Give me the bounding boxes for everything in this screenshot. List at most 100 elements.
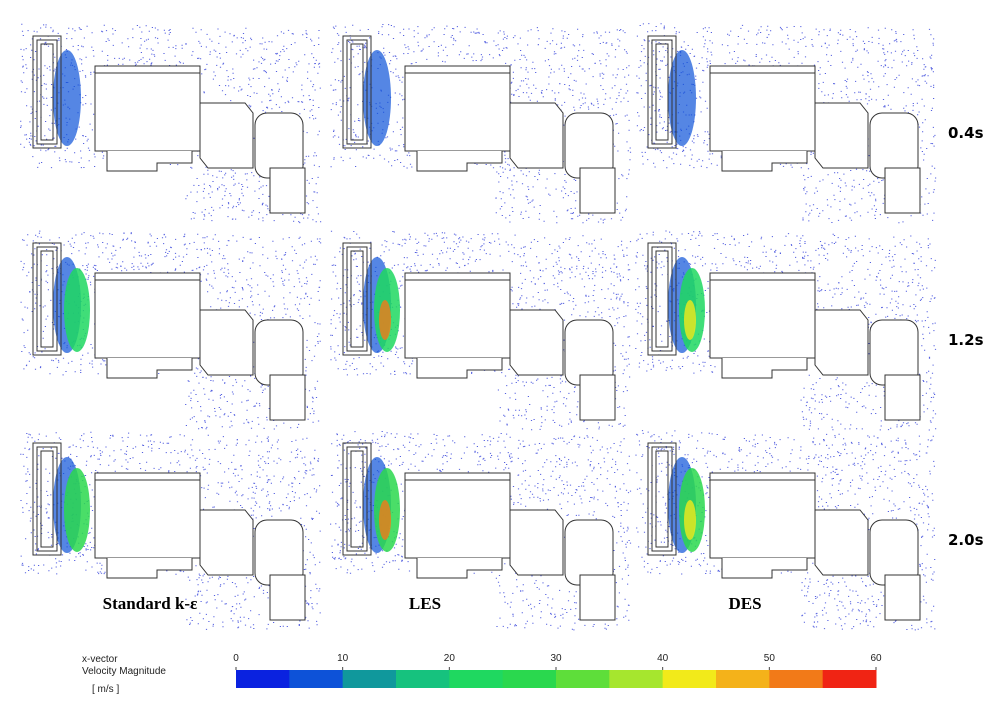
radiator: [651, 246, 673, 352]
colorbar-segment: [396, 670, 450, 688]
engine-block: [709, 65, 816, 152]
colorbar-segment: [609, 670, 664, 688]
jet-core: [379, 500, 391, 540]
oil-pan: [416, 151, 503, 172]
flow-panel: [20, 23, 322, 224]
jet-core: [684, 500, 696, 540]
radiator: [32, 35, 62, 149]
radiator: [350, 250, 364, 348]
engine-block: [94, 65, 201, 152]
fan-flow: [668, 50, 696, 146]
gearbox: [579, 374, 616, 421]
radiator: [655, 250, 669, 348]
colorbar-segment: [769, 670, 824, 688]
jet-flow: [64, 468, 90, 552]
colorbar-tick-label: 10: [337, 653, 349, 664]
colorbar-tick-label: 50: [764, 653, 776, 664]
radiator: [40, 43, 54, 141]
radiator: [342, 442, 372, 556]
radiator: [36, 446, 58, 552]
legend-title: x-vector: [82, 654, 118, 665]
transmission: [814, 309, 869, 376]
column-label: LES: [409, 594, 441, 613]
colorbar-tick-label: 40: [657, 653, 669, 664]
radiator: [651, 39, 673, 145]
engine-block: [709, 472, 816, 559]
flow-panel: [635, 430, 936, 631]
radiator: [350, 43, 364, 141]
colorbar-segment: [236, 670, 290, 688]
radiator: [342, 242, 372, 356]
oil-pan: [106, 358, 193, 379]
oil-pan: [106, 151, 193, 172]
radiator: [40, 450, 54, 548]
legend-unit: [ m/s ]: [92, 684, 119, 695]
colorbar-segment: [822, 670, 877, 688]
radiator: [32, 442, 62, 556]
colorbar-segment: [662, 670, 717, 688]
radiator: [647, 442, 677, 556]
colorbar-segment: [716, 670, 770, 688]
flow-panel: [635, 230, 937, 431]
colorbar-segment: [449, 670, 504, 688]
oil-pan: [416, 358, 503, 379]
row-label: 2.0s: [948, 531, 984, 549]
engine-block: [94, 272, 201, 359]
jet-flow: [64, 268, 90, 352]
gearbox: [579, 167, 616, 214]
radiator: [346, 246, 368, 352]
gearbox: [269, 167, 306, 214]
radiator: [346, 39, 368, 145]
radiator: [32, 242, 62, 356]
oil-pan: [106, 558, 193, 579]
flow-panel: [330, 230, 632, 431]
fan-flow: [363, 50, 391, 146]
transmission: [814, 509, 869, 576]
radiator: [40, 250, 54, 348]
radiator: [346, 446, 368, 552]
transmission: [509, 509, 564, 576]
panels: [20, 23, 937, 631]
column-label: Standard k-ε: [103, 594, 198, 613]
colorbar-segment: [342, 670, 397, 688]
gearbox: [269, 574, 306, 621]
gearbox: [269, 374, 306, 421]
flow-panel: [20, 230, 322, 430]
row-label: 0.4s: [948, 124, 984, 142]
gearbox: [579, 574, 616, 621]
colorbar-tick-label: 0: [233, 653, 239, 664]
jet-core: [684, 300, 696, 340]
engine-block: [404, 472, 511, 559]
radiator: [655, 450, 669, 548]
legend-title: Velocity Magnitude: [82, 666, 166, 677]
jet-core: [379, 300, 391, 340]
oil-pan: [416, 558, 503, 579]
transmission: [199, 509, 254, 576]
radiator: [36, 246, 58, 352]
column-label: DES: [728, 594, 761, 613]
colorbar-tick-label: 20: [444, 653, 456, 664]
radiator: [350, 450, 364, 548]
radiator: [647, 35, 677, 149]
radiator: [655, 43, 669, 141]
oil-pan: [721, 558, 808, 579]
gearbox: [884, 167, 921, 214]
oil-pan: [721, 151, 808, 172]
flow-panel: [330, 431, 632, 631]
engine-block: [404, 65, 511, 152]
transmission: [509, 309, 564, 376]
oil-pan: [721, 358, 808, 379]
colorbar-tick-label: 30: [550, 653, 562, 664]
radiator: [651, 446, 673, 552]
engine-block: [94, 472, 201, 559]
flow-panel: [20, 431, 321, 630]
flow-panel: [330, 24, 632, 224]
row-label: 1.2s: [948, 331, 984, 349]
engine-block: [404, 272, 511, 359]
gearbox: [884, 574, 921, 621]
radiator: [342, 35, 372, 149]
transmission: [199, 309, 254, 376]
colorbar-segment: [289, 670, 344, 688]
transmission: [814, 102, 869, 169]
